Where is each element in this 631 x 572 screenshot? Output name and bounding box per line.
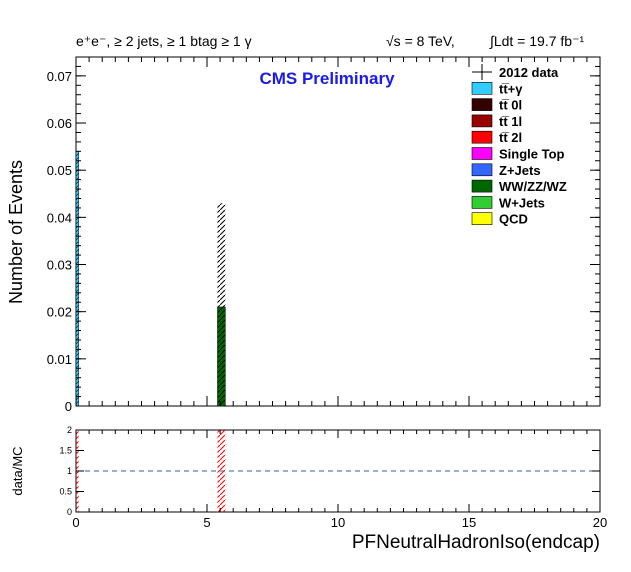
header-energy-label: √s = 8 TeV,	[386, 33, 455, 49]
header-lumi-label: ∫Ldt = 19.7 fb⁻¹	[489, 33, 584, 49]
legend-swatch	[471, 98, 493, 111]
legend-swatch	[471, 82, 493, 95]
y-tick-label: 0.05	[47, 163, 72, 178]
uncertainty-hatch-1	[217, 203, 226, 307]
main-x-axis	[75, 57, 601, 406]
legend-label: Z+Jets	[499, 163, 541, 178]
x-tick-label: 0	[72, 515, 79, 530]
legend-swatch	[471, 130, 493, 144]
legend-swatch	[471, 179, 493, 193]
legend-label: QCD	[499, 212, 528, 227]
y-tick-label: 0.03	[47, 258, 72, 273]
legend-swatch	[471, 147, 493, 160]
x-tick-label: 20	[593, 515, 607, 530]
ratio-y-tick-label: 2	[67, 425, 72, 435]
ratio-y-axis: 0 0.5 1 1.5 2	[59, 425, 600, 517]
x-tick-label: 10	[331, 515, 345, 530]
y-tick-label: 0.04	[47, 210, 72, 225]
legend-label: Single Top	[499, 147, 565, 162]
y-tick-label: 0.02	[47, 305, 72, 320]
legend-label: WW/ZZ/WZ	[499, 179, 567, 194]
legend-label: W+Jets	[499, 195, 545, 210]
x-axis-title: PFNeutralHadronIso(endcap)	[352, 532, 600, 553]
legend-label: tt̅ 2l	[499, 130, 522, 145]
legend-swatch	[471, 163, 493, 177]
ratio-x-axis: 0 5 10 15 20	[72, 430, 607, 530]
x-tick-label: 15	[462, 515, 476, 530]
main-plot-panel: 0 0.01 0.02 0.03 0.04 0.05 0.06 0.07 CMS Prelim…	[6, 56, 601, 414]
main-histogram-bars	[75, 151, 226, 407]
legend-label: tt̅+γ	[499, 81, 523, 96]
legend-swatch	[471, 196, 493, 209]
x-tick-label: 5	[203, 515, 210, 530]
ratio-y-tick-label: 1	[67, 466, 72, 476]
y-tick-label: 0.07	[47, 69, 72, 84]
legend-label: tt̅ 0l	[499, 98, 522, 113]
ratio-y-tick-label: 0.5	[59, 487, 72, 497]
y-tick-label: 0	[65, 399, 72, 414]
ratio-y-axis-title: data/MC	[10, 446, 25, 495]
histogram-bar-1	[217, 306, 226, 407]
main-y-axis: 0 0.01 0.02 0.03 0.04 0.05 0.06 0.07	[47, 56, 600, 414]
ratio-plot-panel: 0 0.5 1 1.5 2 0 5 10 15 20 data/MC PFNeutralHadr…	[10, 425, 607, 553]
ratio-y-tick-label: 0	[67, 507, 72, 517]
ratio-y-tick-label: 1.5	[59, 446, 72, 456]
legend-label: 2012 data	[499, 65, 559, 80]
main-y-axis-title: Number of Events	[6, 160, 26, 304]
y-tick-label: 0.06	[47, 116, 72, 131]
chart-title: CMS Preliminary	[259, 69, 395, 88]
y-tick-label: 0.01	[47, 352, 72, 367]
legend-label: tt̅ 1l	[499, 114, 522, 129]
legend-swatch	[471, 114, 493, 128]
header-channel-label: e⁺e⁻, ≥ 2 jets, ≥ 1 btag ≥ 1 γ	[76, 33, 252, 49]
legend-swatch	[471, 212, 493, 225]
